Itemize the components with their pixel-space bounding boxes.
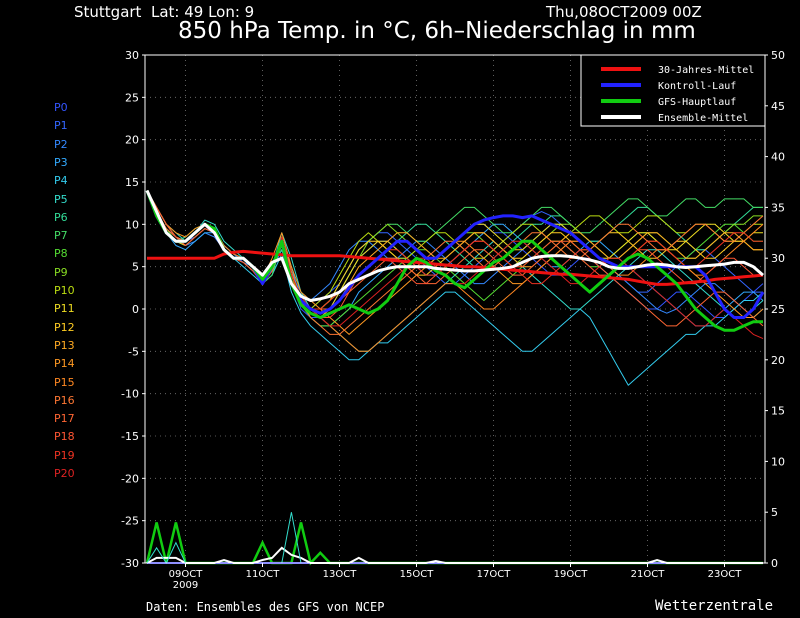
temp-line-p13 bbox=[146, 190, 763, 318]
precip-line-gfs-hauptlauf bbox=[145, 522, 763, 566]
chart-title: 850 hPa Temp. in °C, 6h–Niederschlag in … bbox=[178, 18, 696, 44]
y-right-tick-label: 35 bbox=[771, 201, 785, 214]
y-right-tick-label: 15 bbox=[771, 405, 785, 418]
y-left-tick-label: -20 bbox=[121, 472, 139, 485]
member-label-p2: P2 bbox=[54, 137, 68, 151]
member-label-p19: P19 bbox=[54, 448, 75, 462]
member-label-p15: P15 bbox=[54, 375, 75, 389]
grid-lines bbox=[145, 55, 765, 563]
temp-line-p4 bbox=[146, 190, 764, 386]
legend-label: Kontroll-Lauf bbox=[658, 81, 736, 92]
temp-line-30-jahres-mittel bbox=[147, 249, 764, 286]
y-right-tick-label: 40 bbox=[771, 151, 785, 164]
y-left-tick-label: 15 bbox=[125, 176, 139, 189]
x-tick-sublabel: 2009 bbox=[173, 580, 198, 591]
member-label-p6: P6 bbox=[54, 210, 68, 224]
x-tick-label: 17OCT bbox=[477, 569, 512, 580]
legend-label: Ensemble-Mittel bbox=[658, 113, 748, 124]
x-tick-label: 23OCT bbox=[708, 569, 743, 580]
member-label-p13: P13 bbox=[54, 338, 75, 352]
x-tick-label: 13OCT bbox=[323, 569, 358, 580]
y-right-tick-label: 50 bbox=[771, 49, 785, 62]
location-label: Stuttgart Lat: 49 Lon: 9 bbox=[74, 3, 255, 21]
member-label-p12: P12 bbox=[54, 320, 75, 334]
member-label-p0: P0 bbox=[54, 101, 68, 114]
member-label-p17: P17 bbox=[54, 412, 75, 426]
member-label-p16: P16 bbox=[54, 393, 75, 407]
y-right-tick-label: 25 bbox=[771, 303, 785, 316]
member-label-p20: P20 bbox=[54, 467, 75, 480]
precip-line-ensemble-mittel bbox=[146, 546, 763, 564]
x-tick-label: 11OCT bbox=[246, 569, 281, 580]
y-left-tick-label: 30 bbox=[125, 49, 139, 62]
x-tick-label: 09OCT bbox=[169, 569, 204, 580]
member-label-p14: P14 bbox=[54, 357, 75, 371]
y-left-tick-label: -10 bbox=[121, 388, 139, 401]
y-right-tick-label: 45 bbox=[771, 100, 785, 113]
member-label-p7: P7 bbox=[54, 229, 68, 243]
temp-line-p11 bbox=[146, 190, 763, 318]
y-right-tick-label: 0 bbox=[771, 557, 778, 570]
temp-line-ensemble-mittel bbox=[145, 189, 764, 302]
y-left-tick-label: -15 bbox=[121, 430, 139, 443]
y-right-tick-label: 30 bbox=[771, 252, 785, 265]
member-label-p11: P11 bbox=[54, 302, 75, 316]
member-label-p3: P3 bbox=[54, 155, 68, 169]
y-left-tick-label: -5 bbox=[128, 345, 139, 358]
x-tick-label: 19OCT bbox=[554, 569, 589, 580]
y-right-tick-label: 20 bbox=[771, 354, 785, 367]
precip-line-p5 bbox=[146, 512, 763, 565]
member-label-p4: P4 bbox=[54, 174, 68, 188]
brand-label: Wetterzentrale bbox=[655, 598, 774, 614]
y-left-tick-label: -25 bbox=[121, 515, 139, 528]
y-left-tick-label: 0 bbox=[132, 303, 139, 316]
temp-line-kontroll-lauf bbox=[145, 189, 765, 319]
legend-label: 30-Jahres-Mittel bbox=[658, 65, 754, 76]
y-right-tick-label: 5 bbox=[771, 506, 778, 519]
y-left-tick-label: 25 bbox=[125, 91, 139, 104]
y-right-tick-label: 10 bbox=[771, 455, 785, 468]
x-tick-label: 21OCT bbox=[631, 569, 666, 580]
member-label-p5: P5 bbox=[54, 192, 68, 206]
data-credit: Daten: Ensembles des GFS von NCEP bbox=[146, 600, 385, 614]
run-date-label: Thu,08OCT2009 00Z bbox=[546, 3, 702, 21]
temperature-series bbox=[145, 189, 765, 386]
legend: 30-Jahres-Mittel Kontroll-Lauf GFS-Hauptla… bbox=[580, 54, 766, 127]
y-left-tick-label: 10 bbox=[125, 218, 139, 231]
y-left-tick-label: 20 bbox=[125, 134, 139, 147]
temp-line-p0 bbox=[146, 190, 764, 318]
member-label-p10: P10 bbox=[54, 284, 75, 297]
x-tick-label: 15OCT bbox=[400, 569, 435, 580]
legend-label: GFS-Hauptlauf bbox=[658, 97, 736, 108]
axes: -30 -25 -20 -15 -10 -5 0 5 10 15 20 25 30 0 5 10 15 20 25 3… bbox=[121, 49, 785, 591]
member-label-p18: P18 bbox=[54, 430, 75, 444]
y-left-tick-label: 5 bbox=[132, 261, 139, 274]
temp-line-p18 bbox=[146, 190, 763, 318]
legend-box bbox=[580, 54, 766, 127]
member-label-p8: P8 bbox=[54, 247, 68, 261]
member-label-p1: P1 bbox=[54, 119, 68, 133]
precipitation-series bbox=[145, 512, 763, 566]
member-label-p9: P9 bbox=[54, 265, 68, 279]
y-left-tick-label: -30 bbox=[121, 557, 139, 570]
temp-line-p2 bbox=[146, 190, 764, 318]
